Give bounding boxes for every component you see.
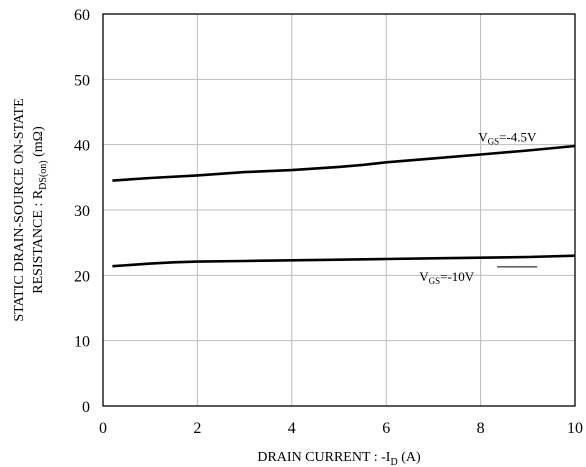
x-tick-label: 10 [567, 420, 583, 437]
y-tick-label: 0 [82, 399, 90, 416]
plot-frame [102, 13, 576, 407]
series-label-vgs-4-5v-suffix: =-4.5V [499, 129, 537, 144]
x-axis-title-suffix: (A) [398, 450, 421, 465]
y-axis-title-line2-prefix: RESISTANCE : R [31, 189, 46, 294]
y-tick-label: 30 [74, 203, 90, 220]
x-tick-label: 2 [193, 420, 201, 437]
y-axis-title-line2: RESISTANCE : RDS(on) (mΩ) [31, 126, 49, 294]
x-tick-label: 0 [99, 420, 107, 437]
x-axis-title-sub: D [390, 457, 397, 467]
series-label-vgs-4-5v-sub: GS [488, 136, 500, 146]
series-label-vgs-10v: VGS=-10V [419, 269, 475, 286]
y-tick-labels: 0 10 20 30 40 50 60 [74, 7, 90, 416]
y-axis-title-line1: STATIC DRAIN-SOURCE ON-STATE [12, 98, 27, 321]
series-label-vgs-4-5v-prefix: V [478, 129, 488, 144]
y-tick-label: 10 [74, 334, 90, 351]
series-label-vgs-4-5v: VGS=-4.5V [478, 129, 537, 146]
x-tick-label: 8 [477, 420, 485, 437]
grid [103, 14, 575, 406]
y-tick-label: 50 [74, 72, 90, 89]
y-tick-label: 20 [74, 268, 90, 285]
series-line-1 [112, 254, 576, 268]
series-layer [112, 144, 576, 268]
series-label-vgs-10v-prefix: V [419, 269, 429, 284]
x-axis-title: DRAIN CURRENT : -ID (A) [257, 450, 421, 467]
series-label-vgs-10v-sub: GS [429, 276, 441, 286]
x-tick-labels: 0 2 4 6 8 10 [99, 420, 583, 437]
x-tick-label: 4 [288, 420, 296, 437]
y-tick-label: 60 [74, 7, 90, 24]
series-line-0 [112, 144, 576, 182]
y-axis-title-line2-suffix: (mΩ) [31, 126, 46, 160]
y-axis-title-line2-sub: DS(on) [38, 160, 49, 189]
y-tick-label: 40 [74, 138, 90, 155]
x-axis-title-prefix: DRAIN CURRENT : -I [257, 450, 390, 465]
x-tick-label: 6 [382, 420, 390, 437]
series-label-vgs-10v-suffix: =-10V [440, 269, 475, 284]
